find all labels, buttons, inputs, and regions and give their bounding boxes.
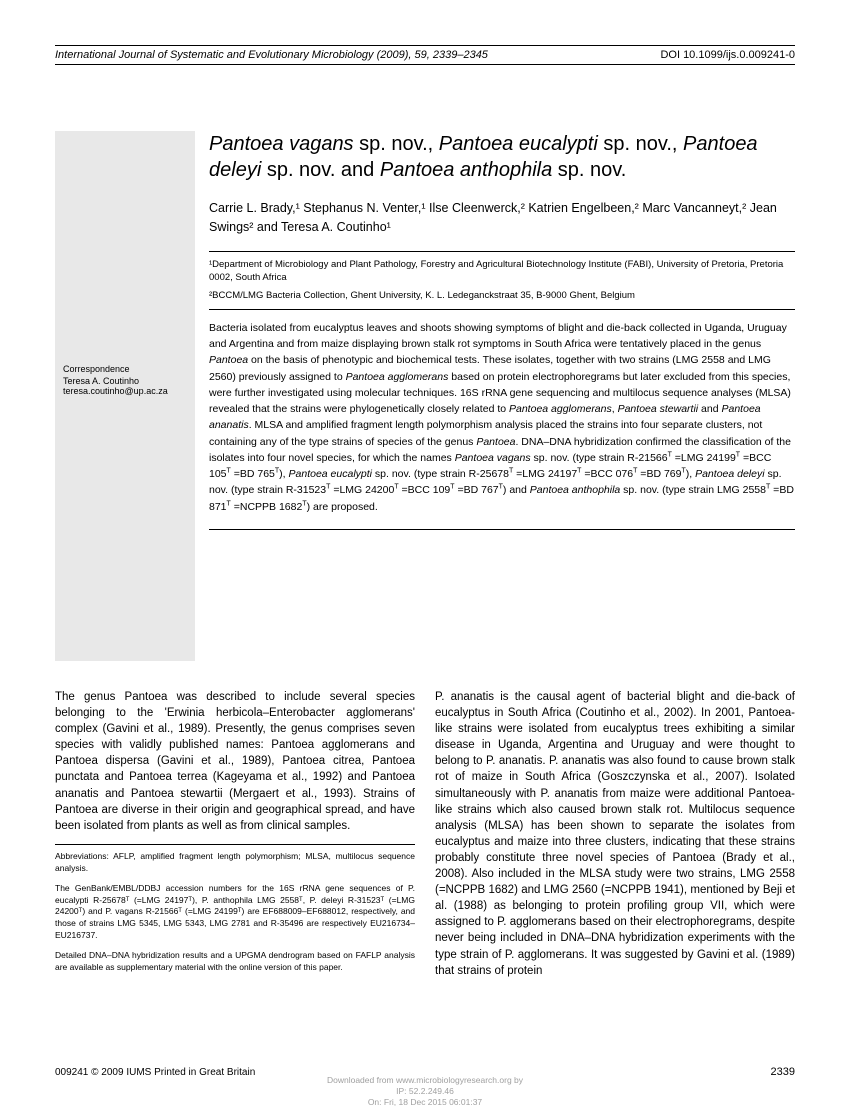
abstract: Bacteria isolated from eucalyptus leaves… <box>209 320 795 515</box>
body-text: The genus Pantoea was described to inclu… <box>55 689 795 982</box>
right-column: P. ananatis is the causal agent of bacte… <box>435 689 795 982</box>
footnote-abbreviations: Abbreviations: AFLP, amplified fragment … <box>55 851 415 875</box>
download-watermark: Downloaded from www.microbiologyresearch… <box>0 1075 850 1108</box>
affiliation-1: ¹Department of Microbiology and Plant Pa… <box>209 258 795 286</box>
footnote-genbank: The GenBank/EMBL/DDBJ accession numbers … <box>55 883 415 942</box>
main-header-area: Correspondence Teresa A. Coutinho teresa… <box>55 131 795 661</box>
correspondence-label: Correspondence <box>63 364 187 374</box>
footnote-supplementary: Detailed DNA–DNA hybridization results a… <box>55 950 415 974</box>
content-column: Pantoea vagans sp. nov., Pantoea eucalyp… <box>209 131 795 661</box>
article-title: Pantoea vagans sp. nov., Pantoea eucalyp… <box>209 131 795 183</box>
authors: Carrie L. Brady,¹ Stephanus N. Venter,¹ … <box>209 199 795 237</box>
correspondence-name: Teresa A. Coutinho <box>63 376 187 386</box>
journal-header: International Journal of Systematic and … <box>55 45 795 65</box>
body-left-p1: The genus Pantoea was described to inclu… <box>55 689 415 834</box>
correspondence-block: Correspondence Teresa A. Coutinho teresa… <box>63 364 187 396</box>
doi: DOI 10.1099/ijs.0.009241-0 <box>660 49 795 61</box>
affiliations: ¹Department of Microbiology and Plant Pa… <box>209 258 795 303</box>
affiliation-2: ²BCCM/LMG Bacteria Collection, Ghent Uni… <box>209 289 795 303</box>
correspondence-email: teresa.coutinho@up.ac.za <box>63 386 187 396</box>
left-column: The genus Pantoea was described to inclu… <box>55 689 415 982</box>
sidebar: Correspondence Teresa A. Coutinho teresa… <box>55 131 195 661</box>
body-right-p1: P. ananatis is the causal agent of bacte… <box>435 689 795 979</box>
journal-name: International Journal of Systematic and … <box>55 49 488 61</box>
